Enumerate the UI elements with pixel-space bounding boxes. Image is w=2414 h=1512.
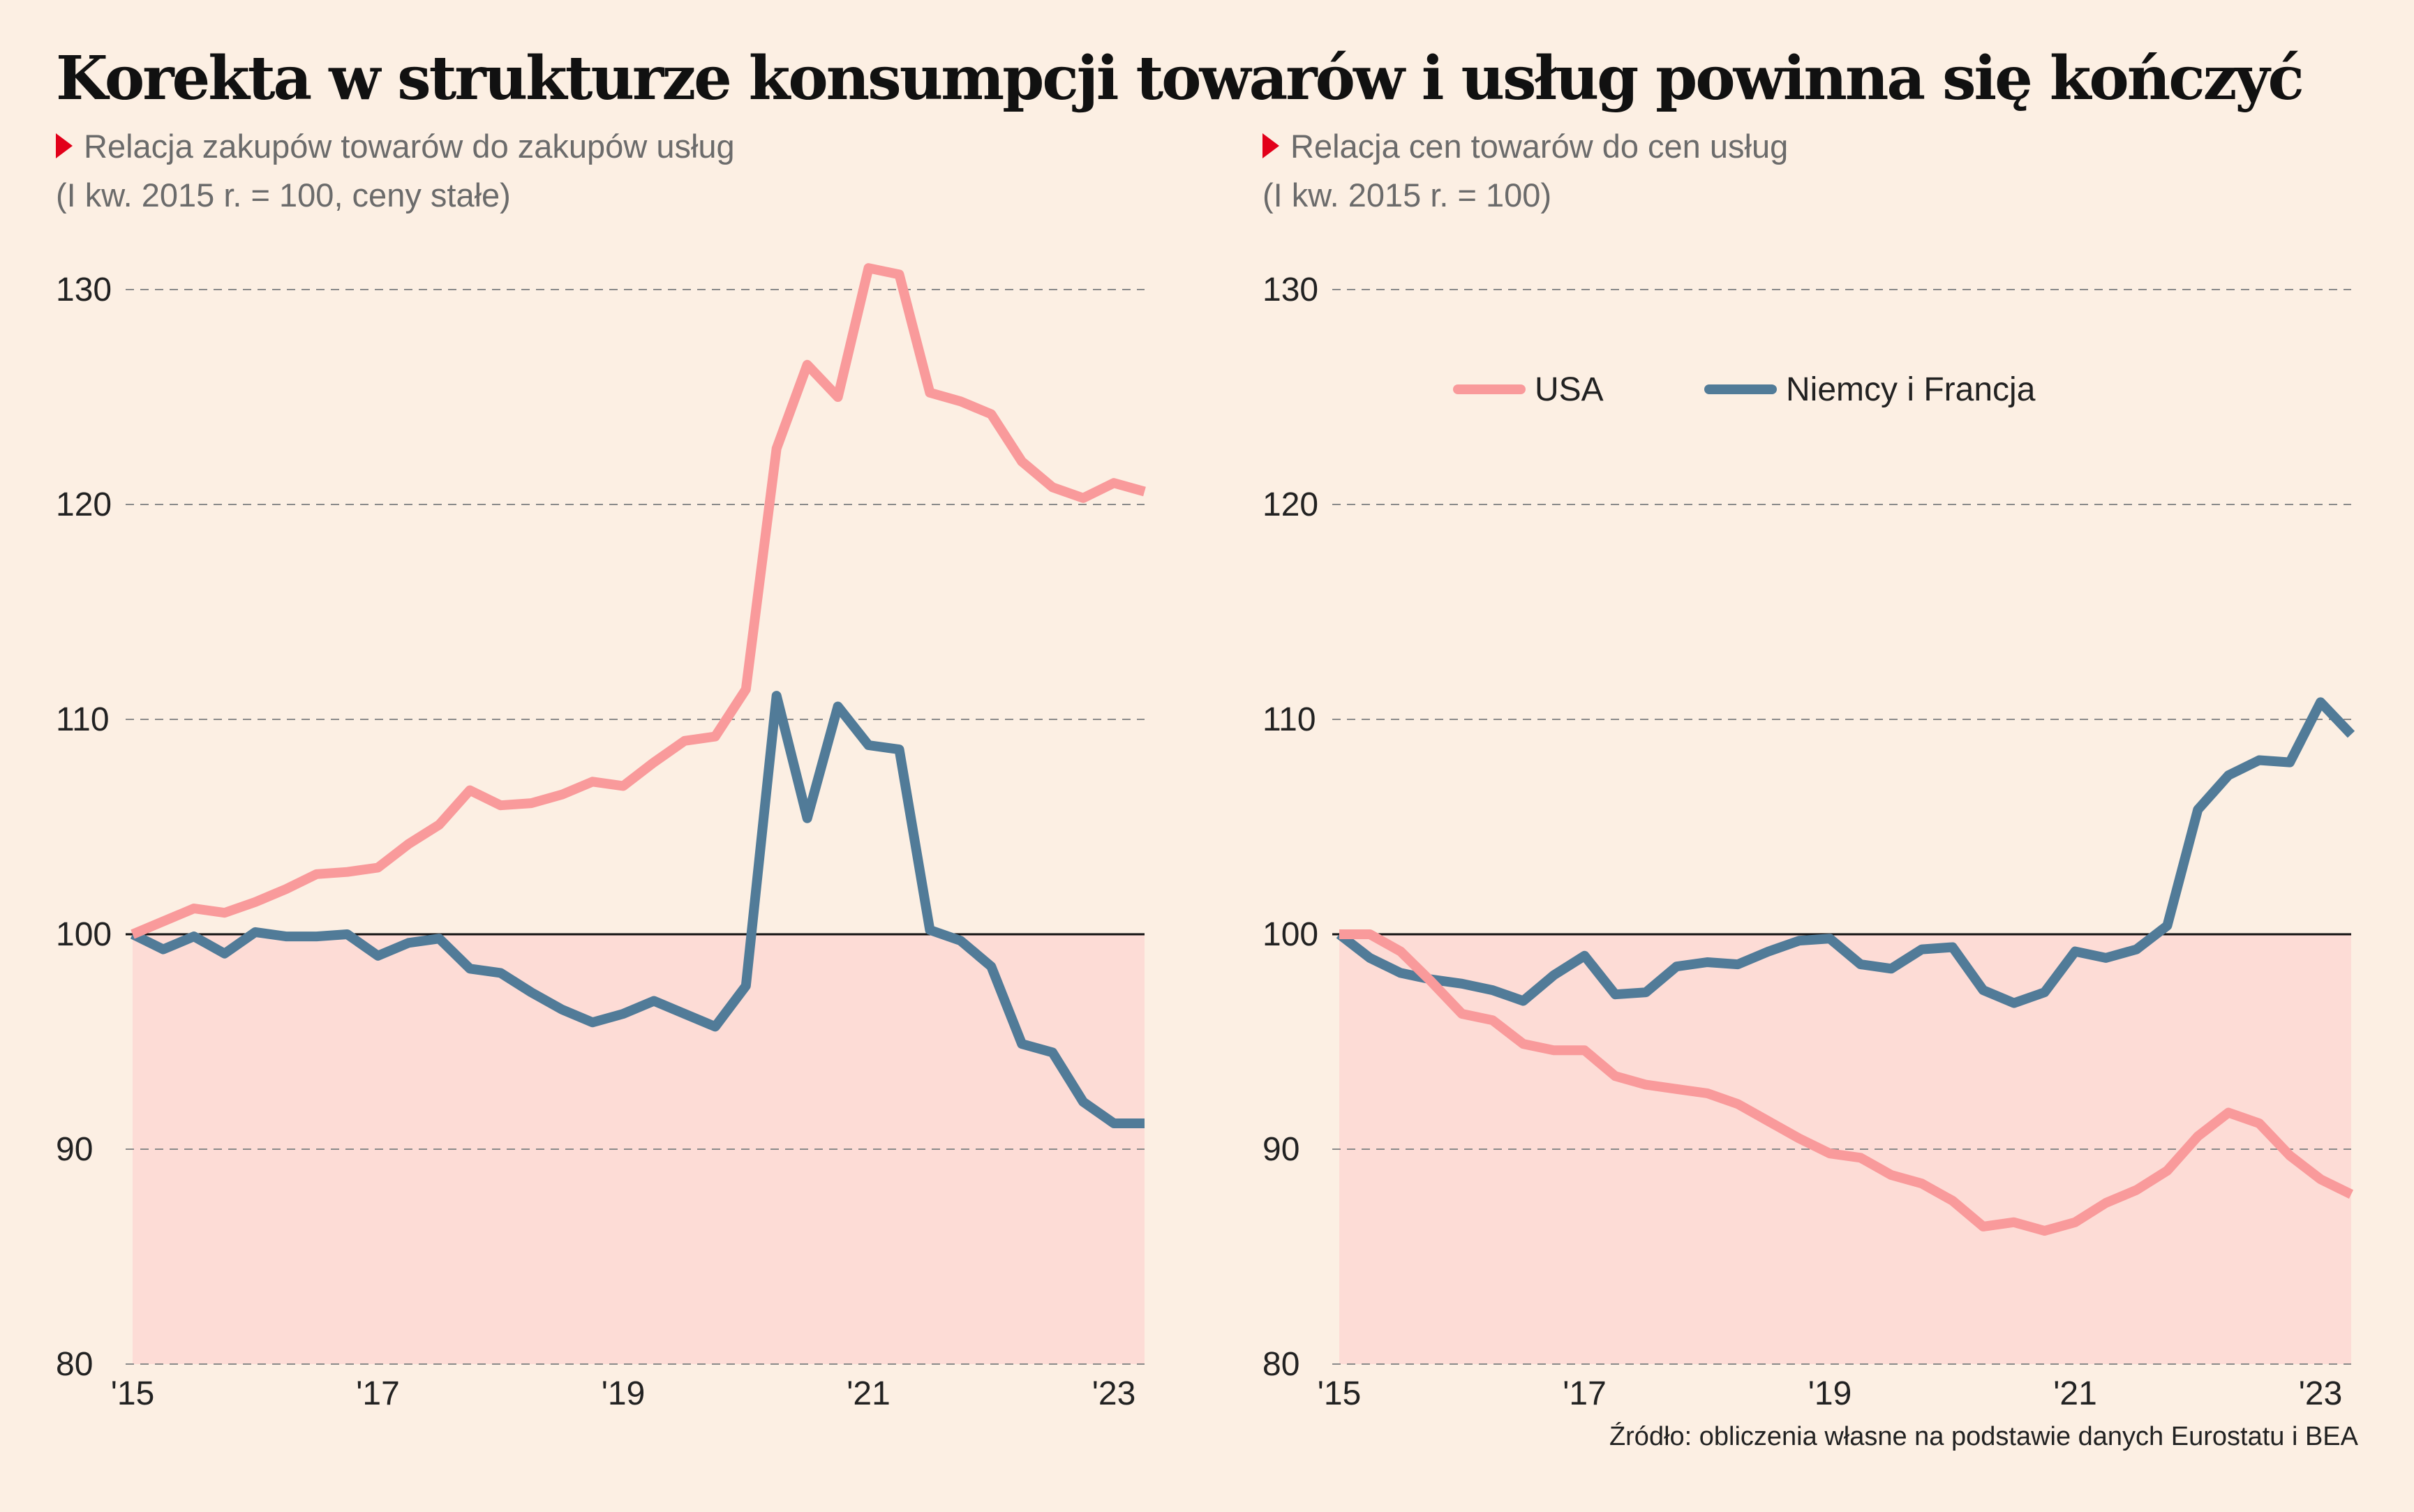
series-line-usa — [131, 263, 1146, 939]
source-note: Źródło: obliczenia własne na podstawie d… — [1609, 1422, 2358, 1451]
x-tick-label: '17 — [1563, 1375, 1607, 1412]
series-line-niemcy-francja — [130, 691, 1145, 1128]
left-chart-title: Relacja zakupów towarów do zakupów usług — [84, 128, 735, 165]
y-tick-label: 130 — [56, 271, 112, 308]
y-tick-label: 120 — [56, 486, 112, 523]
y-tick-label: 90 — [1262, 1131, 1299, 1168]
x-tick-label: '21 — [847, 1375, 891, 1412]
right-chart-subtitle: (I kw. 2015 r. = 100) — [1262, 177, 1552, 214]
x-tick-label: '17 — [356, 1375, 400, 1412]
x-tick-label: '21 — [2053, 1375, 2097, 1412]
x-tick-label: '15 — [1318, 1375, 1362, 1412]
x-tick-label: '19 — [1808, 1375, 1852, 1412]
legend-label: Niemcy i Francja — [1786, 371, 2036, 408]
left-chart-title-row: Relacja zakupów towarów do zakupów usług — [56, 122, 735, 171]
x-tick-label: '23 — [2299, 1375, 2343, 1412]
right-line-chart: 80 90 100 110 120 130 '15 '17 '19 '21 '23 USA Niemcy… — [1262, 271, 2355, 1412]
x-tick-label: '15 — [111, 1375, 155, 1412]
y-tick-label: 110 — [1262, 701, 1316, 738]
page-title: Korekta w strukturze konsumpcji towarów … — [56, 43, 2304, 114]
red-arrow-icon — [1262, 133, 1279, 158]
y-tick-label: 110 — [56, 701, 110, 738]
y-tick-label: 130 — [1262, 271, 1318, 308]
y-tick-label: 120 — [1262, 486, 1318, 523]
right-chart-title-row: Relacja cen towarów do cen usług — [1262, 122, 1788, 171]
legend-label: USA — [1535, 371, 1604, 408]
x-tick-label: '23 — [1092, 1375, 1136, 1412]
left-line-chart: 80 90 100 110 120 130 '15 '17 '19 '21 '23 — [56, 263, 1146, 1412]
left-panel-header: Relacja zakupów towarów do zakupów usług… — [56, 122, 735, 220]
y-tick-label: 80 — [1262, 1346, 1299, 1383]
y-tick-label: 90 — [56, 1131, 93, 1168]
x-tick-label: '19 — [602, 1375, 646, 1412]
y-tick-label: 100 — [56, 916, 112, 953]
y-tick-label: 100 — [1262, 916, 1318, 953]
right-panel-header: Relacja cen towarów do cen usług (I kw. … — [1262, 122, 1788, 220]
y-tick-label: 80 — [56, 1346, 93, 1383]
series-line-niemcy-francja — [1336, 697, 2355, 1008]
right-chart-title: Relacja cen towarów do cen usług — [1290, 128, 1789, 165]
series-line-usa — [1339, 929, 2354, 1236]
red-arrow-icon — [56, 133, 73, 158]
left-chart-subtitle: (I kw. 2015 r. = 100, ceny stałe) — [56, 177, 511, 214]
